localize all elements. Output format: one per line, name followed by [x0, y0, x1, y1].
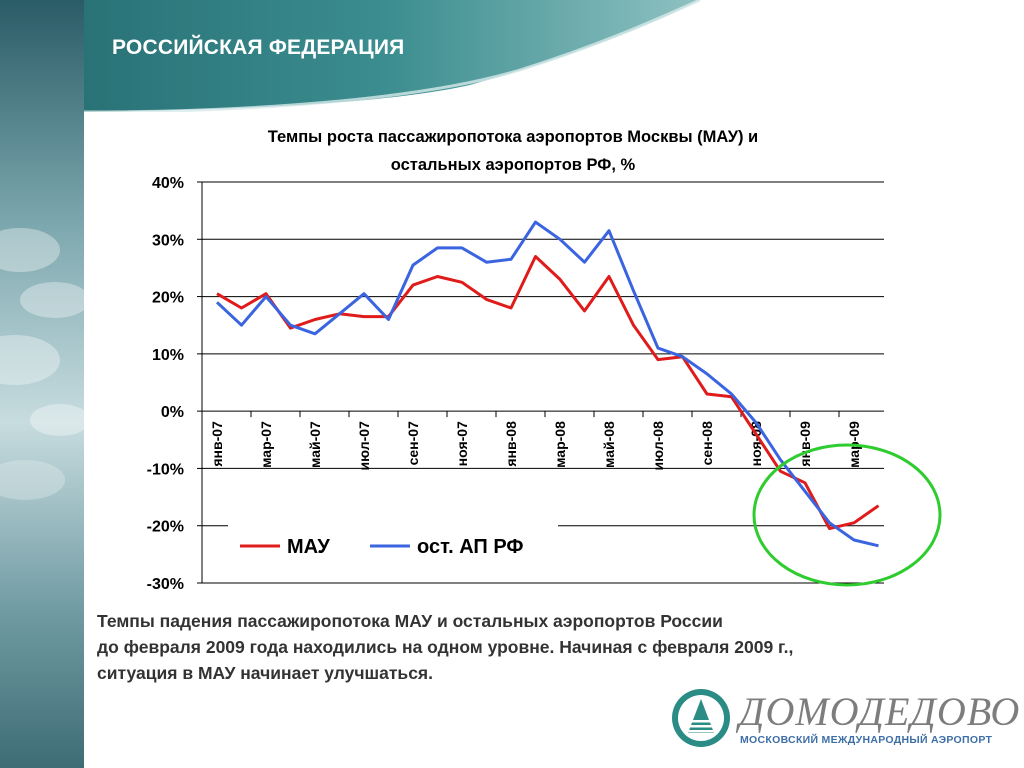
domodedovo-emblem-icon — [672, 689, 730, 747]
caption-line-2: до февраля 2009 года находились на одном… — [97, 637, 794, 657]
series-line-mau — [216, 255, 880, 531]
x-tick-label: май-08 — [601, 421, 617, 468]
y-tick-label: -10% — [147, 461, 184, 478]
x-tick-label: янв-07 — [209, 421, 225, 467]
x-tick-label: сен-08 — [699, 421, 715, 465]
legend-label-mau: МАУ — [287, 536, 330, 558]
x-tick-label: ноя-07 — [454, 421, 470, 466]
left-cloud-strip — [0, 0, 84, 768]
y-tick-label: 20% — [152, 290, 184, 307]
cloud-texture — [0, 228, 90, 500]
series-line-other-airports — [215, 220, 879, 548]
highlight-circle — [752, 443, 942, 587]
y-tick-label: 0% — [161, 404, 184, 421]
legend-label-other: ост. АП РФ — [417, 536, 523, 558]
y-tick-label: -30% — [147, 576, 184, 593]
slide-heading: РОССИЙСКАЯ ФЕДЕРАЦИЯ — [112, 36, 405, 59]
domodedovo-logo: ДОМОДЕДОВО МОСКОВСКИЙ МЕЖДУНАРОДНЫЙ АЭРО… — [668, 684, 1019, 754]
header-swoosh — [83, 0, 701, 114]
x-tick-label: янв-09 — [797, 421, 813, 467]
header-band — [0, 0, 700, 112]
x-tick-label: май-07 — [307, 421, 323, 468]
x-tick-label: июл-08 — [650, 421, 666, 471]
y-tick-label: -20% — [147, 519, 184, 536]
x-tick-label: мар-07 — [258, 421, 274, 468]
caption-line-3: ситуация в МАУ начинает улучшаться. — [97, 663, 433, 683]
logo-wordmark: ДОМОДЕДОВО — [739, 689, 1021, 734]
x-tick-label: ноя-08 — [748, 421, 764, 466]
y-tick-label: 30% — [152, 232, 184, 249]
y-tick-label: 10% — [152, 347, 184, 364]
x-tick-label: мар-08 — [552, 421, 568, 468]
caption-line-1: Темпы падения пассажиропотока МАУ и оста… — [97, 611, 723, 631]
x-tick-label: янв-08 — [503, 421, 519, 467]
content-area — [84, 112, 1024, 768]
x-tick-label: сен-07 — [405, 421, 421, 465]
x-tick-label: июл-07 — [356, 421, 372, 471]
slide-caption: Темпы падения пассажиропотока МАУ и оста… — [97, 608, 1012, 686]
y-tick-label: 40% — [152, 175, 184, 192]
logo-subtitle: МОСКОВСКИЙ МЕЖДУНАРОДНЫЙ АЭРОПОРТ — [740, 734, 993, 746]
chart-title-line: Темпы роста пассажиропотока аэропортов М… — [268, 128, 758, 146]
chart-title-line: остальных аэропортов РФ, % — [391, 156, 636, 174]
